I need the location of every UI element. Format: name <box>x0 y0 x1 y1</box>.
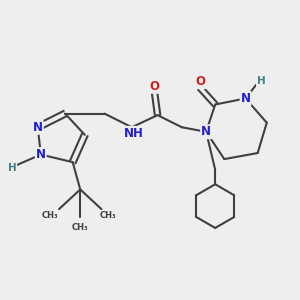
Text: N: N <box>241 92 250 105</box>
Text: H: H <box>8 163 16 173</box>
Text: NH: NH <box>124 127 144 140</box>
Text: N: N <box>201 125 211 138</box>
Text: N: N <box>33 121 43 134</box>
Text: O: O <box>149 80 160 93</box>
Text: CH₃: CH₃ <box>72 223 88 232</box>
Text: N: N <box>36 148 46 161</box>
Text: CH₃: CH₃ <box>42 211 58 220</box>
Text: H: H <box>257 76 266 86</box>
Text: CH₃: CH₃ <box>99 211 116 220</box>
Text: O: O <box>195 75 205 88</box>
